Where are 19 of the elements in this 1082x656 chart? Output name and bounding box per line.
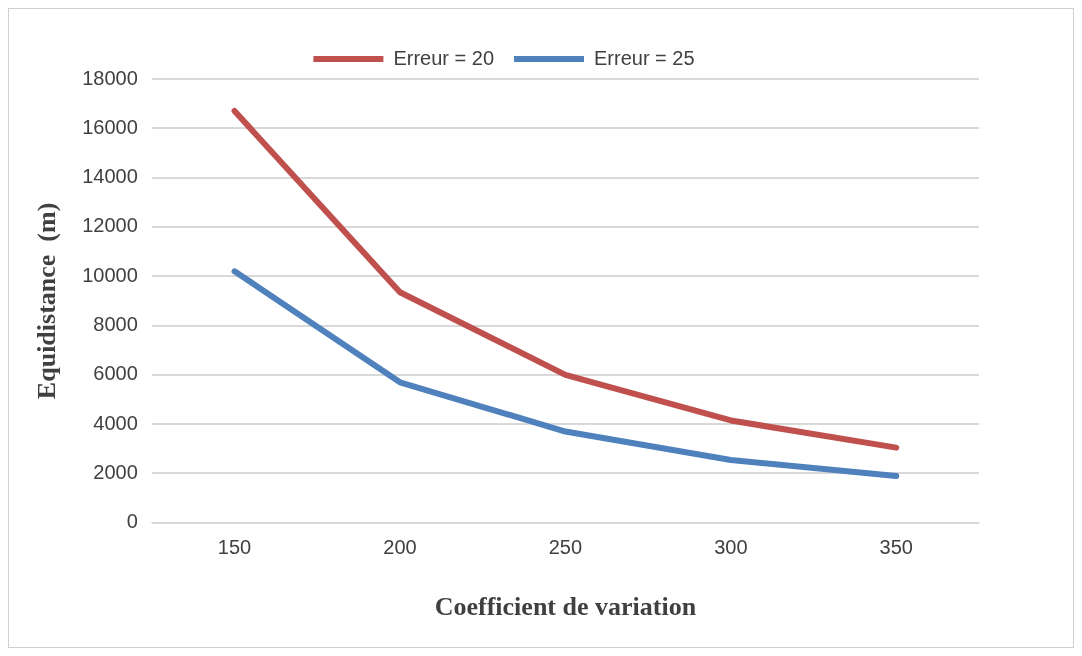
x-tick-label: 300	[714, 536, 748, 559]
y-axis-title: Equidistance (m)	[32, 202, 62, 400]
x-tick-label: 250	[548, 536, 583, 559]
y-tick-label: 16000	[82, 115, 138, 138]
y-tick-label: 14000	[82, 165, 138, 188]
y-tick-label: 0	[126, 510, 138, 533]
y-tick-label: 10000	[82, 263, 138, 286]
y-tick-label: 8000	[93, 313, 138, 336]
x-axis-title: Coefficient de variation	[434, 592, 697, 622]
x-tick-label: 200	[383, 536, 417, 559]
y-tick-label: 6000	[93, 362, 138, 385]
x-tick-label: 350	[879, 536, 913, 559]
y-tick-label: 12000	[82, 214, 138, 237]
y-tick-label: 2000	[93, 461, 138, 483]
x-tick-label: 150	[217, 536, 252, 559]
y-tick-label: 18000	[82, 66, 138, 89]
legend-label: Erreur = 25	[594, 46, 695, 69]
y-tick-label: 4000	[93, 411, 138, 434]
legend-label: Erreur = 20	[393, 46, 494, 69]
